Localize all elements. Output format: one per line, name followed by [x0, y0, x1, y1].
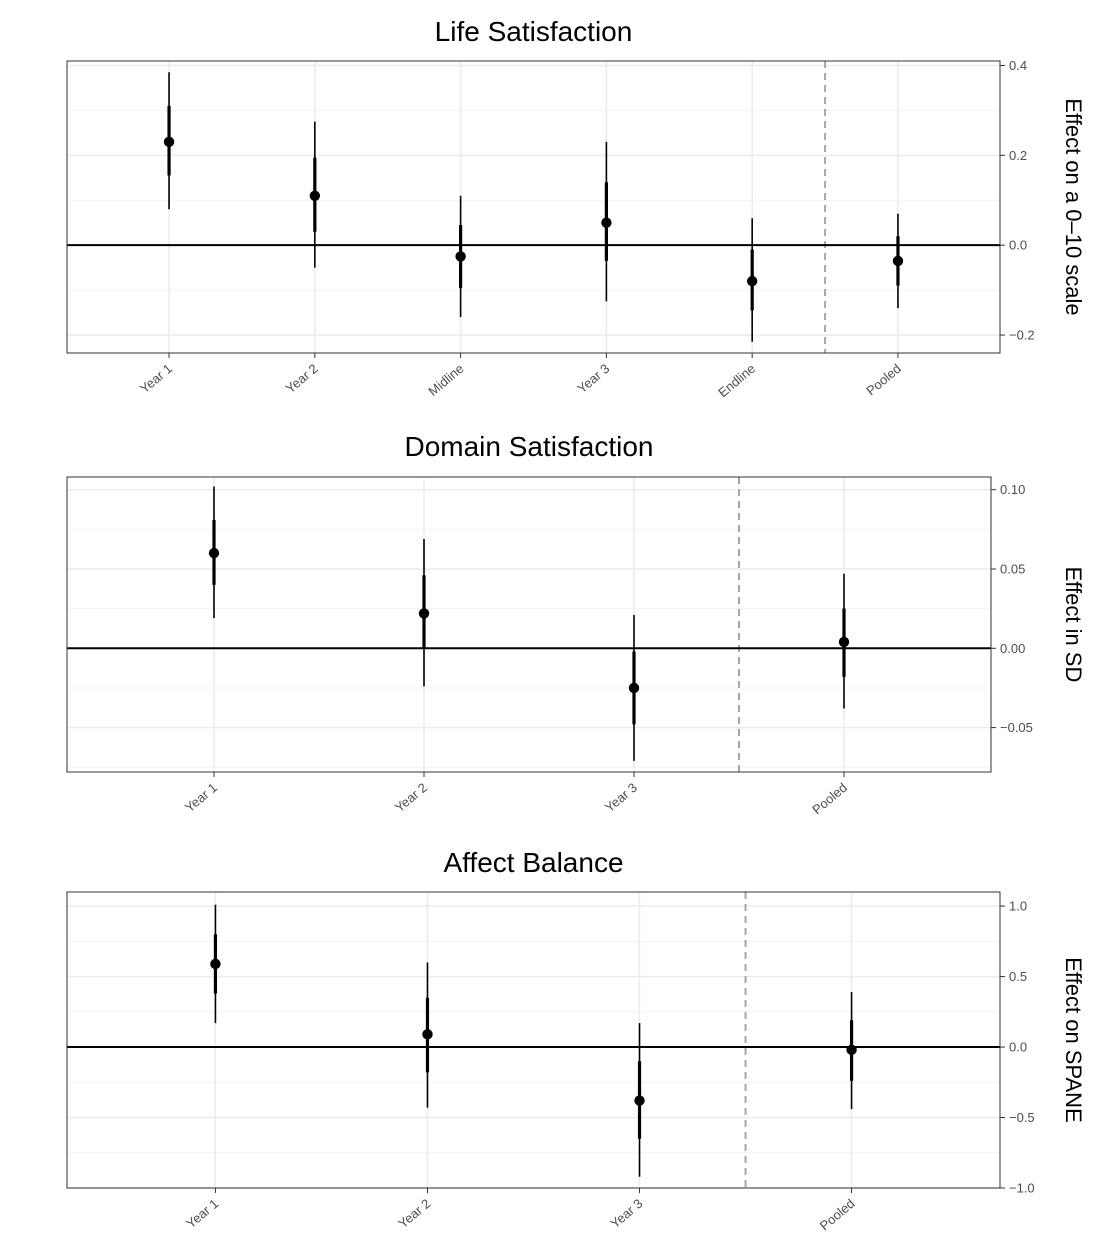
panel-title: Affect Balance	[443, 847, 623, 878]
y-tick-label: 0.10	[1000, 482, 1025, 497]
life-satisfaction-panel: −0.2 0.0 0.2 0.4 Year 1 Year 2 Midline Year 3 En…	[66, 16, 1086, 400]
y-tick-label: −0.2	[1009, 328, 1035, 343]
point-estimate-year-1	[208, 547, 220, 559]
point-estimate-pooled	[846, 1044, 857, 1056]
x-tick-label-year-1: Year 1	[182, 780, 220, 815]
x-tick-label-year-3: Year 3	[602, 780, 640, 815]
x-tick-label-year-1: Year 1	[183, 1196, 221, 1231]
y-tick-label: 0.5	[1009, 969, 1027, 984]
y-tick-label: 1.0	[1009, 899, 1027, 914]
y-tick-label: 0.05	[1000, 561, 1025, 576]
affect-balance-panel: −1.0 −0.5 0.0 0.5 1.0 Year 1 Year 2 Year 3 Poole…	[66, 847, 1086, 1234]
y-tick-label: 0.0	[1009, 238, 1027, 253]
point-estimate-year-2	[418, 608, 430, 619]
panel-border	[66, 476, 992, 773]
y-tick-label: −1.0	[1009, 1181, 1035, 1196]
y-tick-label: 0.00	[1000, 641, 1025, 656]
point-estimate-year-2	[309, 190, 321, 201]
y-tick-label: 0.0	[1009, 1040, 1027, 1055]
point-estimate-pooled	[892, 255, 904, 267]
x-tick-label-year-3: Year 3	[574, 361, 612, 396]
x-tick-label-year-3: Year 3	[607, 1196, 645, 1231]
x-tick-label-midline: Midline	[425, 361, 466, 399]
plot-background	[67, 477, 991, 772]
y-tick-label: −0.5	[1009, 1110, 1035, 1125]
point-estimate-year-1	[163, 136, 175, 148]
panel-title: Domain Satisfaction	[404, 431, 653, 462]
x-tick-label-pooled: Pooled	[809, 780, 850, 818]
y-tick-label: 0.2	[1009, 148, 1027, 163]
x-tick-label-year-2: Year 2	[283, 361, 321, 396]
x-tick-label-year-1: Year 1	[137, 361, 175, 396]
panel-title: Life Satisfaction	[435, 16, 633, 47]
y-axis-title: Effect in SD	[1061, 567, 1086, 683]
plot-background	[67, 892, 1000, 1188]
panel-border	[66, 891, 1001, 1189]
plot-background	[67, 61, 1000, 353]
x-tick-label-year-2: Year 2	[392, 780, 430, 815]
x-tick-label-pooled: Pooled	[817, 1196, 858, 1234]
y-tick-label: 0.4	[1009, 58, 1027, 73]
domain-satisfaction-panel: −0.05 0.00 0.05 0.10 Year 1 Year 2 Year 3 Poole…	[66, 431, 1086, 818]
y-axis-title: Effect on a 0–10 scale	[1061, 98, 1086, 315]
point-estimate-year-3	[628, 682, 640, 694]
point-estimate-year-3	[601, 217, 612, 228]
point-estimate-year-2	[422, 1029, 433, 1040]
y-tick-label: −0.05	[1000, 720, 1033, 735]
x-tick-label-pooled: Pooled	[863, 361, 904, 399]
point-estimate-pooled	[838, 636, 850, 648]
panel-border	[66, 60, 1001, 354]
point-estimate-year-3	[634, 1095, 645, 1106]
point-estimate-endline	[746, 275, 758, 287]
x-tick-label-endline: Endline	[715, 361, 758, 400]
y-axis-title: Effect on SPANE	[1061, 957, 1086, 1123]
point-estimate-year-1	[210, 958, 221, 970]
point-estimate-midline	[455, 251, 466, 262]
x-tick-label-year-2: Year 2	[395, 1196, 433, 1231]
